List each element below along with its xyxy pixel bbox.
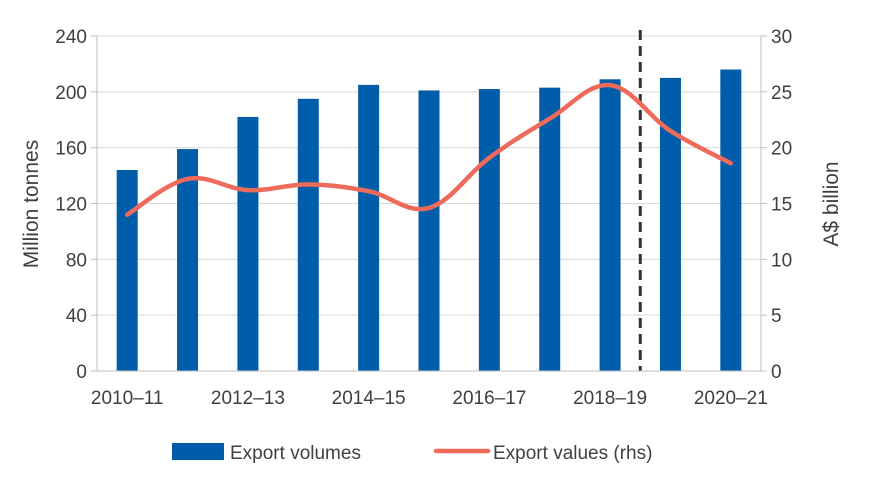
y-tick-label-left: 120 xyxy=(55,195,87,216)
bar xyxy=(478,89,500,372)
y-tick-label-right: 25 xyxy=(771,83,792,104)
y-tick-label-right: 0 xyxy=(771,362,782,383)
bar-series xyxy=(116,69,742,372)
y-axis-right-title: A$ billion xyxy=(820,161,843,246)
bar xyxy=(297,98,319,371)
x-tick-label: 2020–21 xyxy=(694,388,768,409)
y-tick-label-right: 15 xyxy=(771,195,792,216)
bar xyxy=(358,84,380,372)
bar xyxy=(720,69,742,371)
y-tick-label-left: 40 xyxy=(66,306,87,327)
bar xyxy=(116,170,138,371)
bar xyxy=(418,90,440,371)
legend-label-export-values: Export values (rhs) xyxy=(493,443,652,464)
y-tick-label-right: 30 xyxy=(771,27,792,48)
export-values-line xyxy=(124,82,734,217)
bar xyxy=(177,149,199,371)
y-tick-label-right: 20 xyxy=(771,139,792,160)
y-tick-label-right: 5 xyxy=(771,306,782,327)
legend-swatch-export-volumes xyxy=(172,443,224,460)
line-series xyxy=(124,82,734,217)
y-tick-label-left: 80 xyxy=(66,250,87,271)
bar xyxy=(599,79,621,371)
x-axis-ticks: 2010–11 2012–13 2014–15 2016–17 2018–19 2020–… xyxy=(91,388,768,409)
bar xyxy=(237,116,259,371)
y-tick-label-left: 160 xyxy=(55,139,87,160)
y-tick-label-left: 0 xyxy=(76,362,87,383)
x-tick-label: 2018–19 xyxy=(573,388,647,409)
x-tick-label: 2014–15 xyxy=(332,388,406,409)
x-tick-label: 2012–13 xyxy=(211,388,285,409)
x-tick-label: 2010–11 xyxy=(91,388,164,409)
bar xyxy=(539,87,561,371)
legend: Export volumes Export values (rhs) xyxy=(172,443,652,464)
x-tick-label: 2016–17 xyxy=(452,388,526,409)
bar xyxy=(659,77,681,371)
y-tick-label-left: 200 xyxy=(55,83,87,104)
y-axis-left-title: Million tonnes xyxy=(20,140,43,268)
y-axis-left-ticks: 0 40 80 120 160 200 240 xyxy=(55,27,97,383)
legend-label-export-volumes: Export volumes xyxy=(230,443,361,464)
y-tick-label-left: 240 xyxy=(55,27,87,48)
y-tick-label-right: 10 xyxy=(771,250,792,271)
y-axis-right-ticks: 0 5 10 15 20 25 30 xyxy=(761,27,792,383)
